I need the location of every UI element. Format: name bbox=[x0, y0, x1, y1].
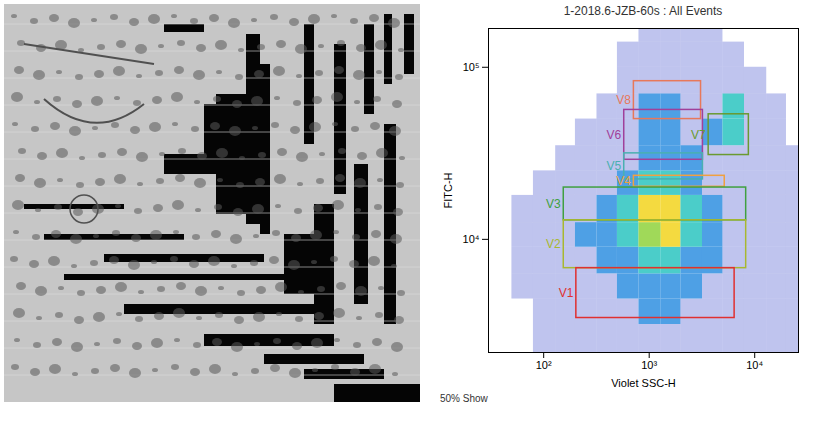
svg-text:V1: V1 bbox=[559, 286, 574, 300]
svg-text:Violet SSC-H: Violet SSC-H bbox=[611, 377, 676, 389]
svg-text:10⁴: 10⁴ bbox=[746, 359, 763, 371]
svg-text:10⁵: 10⁵ bbox=[463, 61, 480, 73]
svg-text:V2: V2 bbox=[546, 237, 561, 251]
svg-text:10²: 10² bbox=[536, 359, 552, 371]
svg-text:FITC-H: FITC-H bbox=[442, 172, 454, 208]
svg-text:V6: V6 bbox=[607, 128, 622, 142]
svg-text:10⁴: 10⁴ bbox=[463, 233, 480, 245]
svg-text:V5: V5 bbox=[607, 159, 622, 173]
svg-text:10³: 10³ bbox=[641, 359, 657, 371]
html-text:1-2018.6-JZB-60s : All Events: 1-2018.6-JZB-60s : All Events bbox=[563, 4, 723, 18]
html-text:50% Show: 50% Show bbox=[440, 393, 488, 404]
svg-text:V7: V7 bbox=[691, 128, 706, 142]
svg-text:V3: V3 bbox=[546, 197, 561, 211]
svg-text:V8: V8 bbox=[616, 93, 631, 107]
svg-text:V4: V4 bbox=[616, 174, 631, 188]
